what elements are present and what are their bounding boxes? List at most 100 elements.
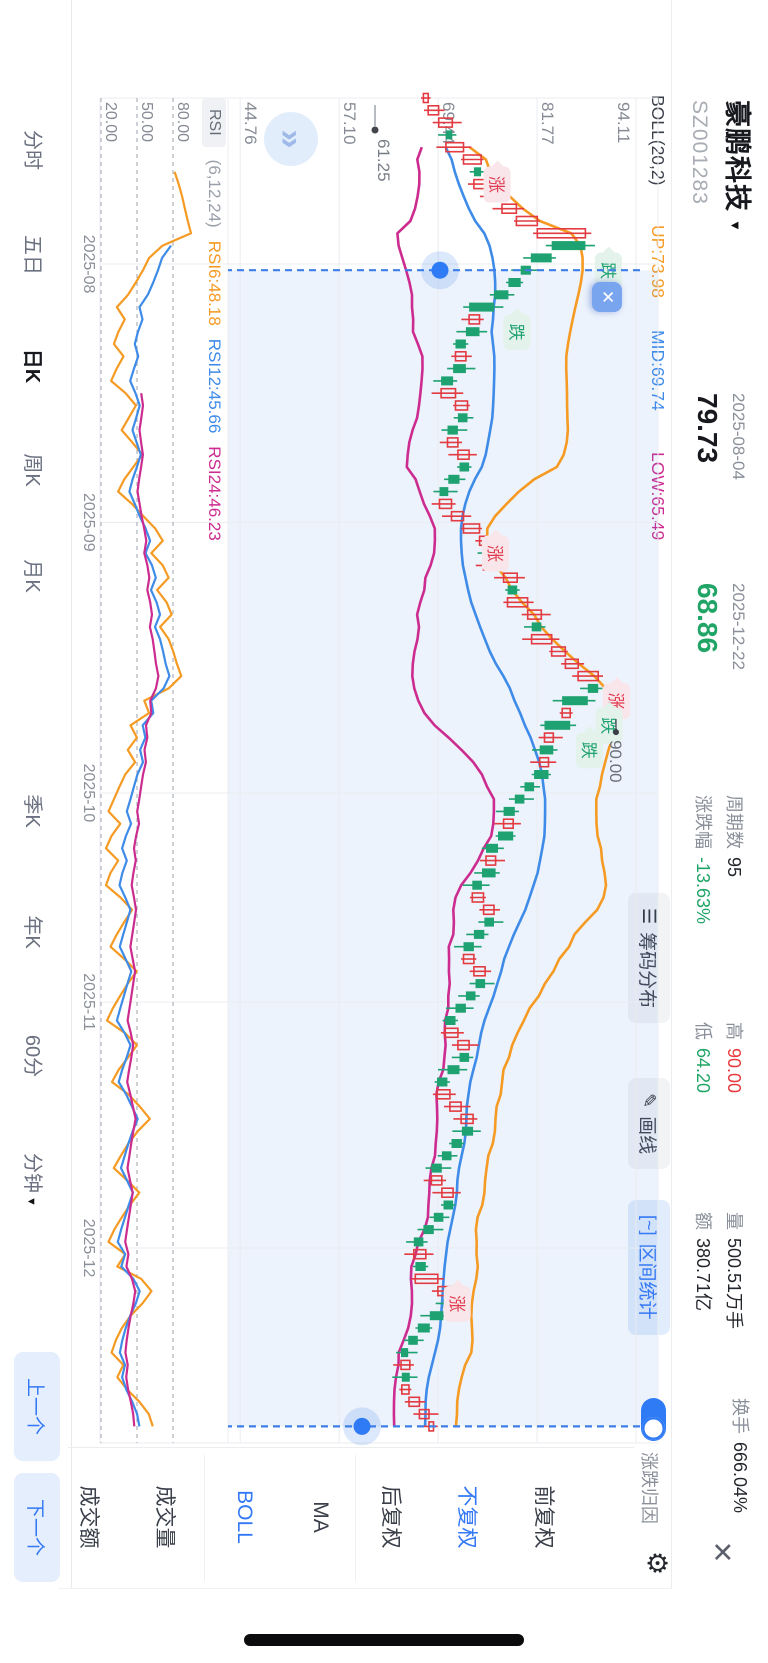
svg-text:90.00: 90.00 [606,740,625,783]
candle-up [414,1273,439,1285]
selection-region [228,270,658,1427]
side-item-ma[interactable]: MA [309,1501,332,1533]
selection-left-handle [421,251,459,290]
candle-down [497,831,514,841]
candle-up [454,350,467,362]
gear-icon[interactable]: ⚙ [642,1551,672,1576]
candle-up [526,609,543,620]
side-item-amount[interactable]: 成交额 [77,1485,100,1549]
rsi24-line [124,393,160,1427]
fast-forward-icon[interactable]: » [264,112,318,166]
home-indicator-bar[interactable] [244,1634,524,1646]
selection-close-button[interactable]: ✕ [592,282,622,312]
candle-down [441,376,454,386]
candle-down [417,1323,430,1333]
candle-down [423,1225,434,1235]
side-item-backward-adjusted[interactable]: 后复权 [379,1485,402,1549]
candle-up [422,92,430,104]
candle-up [502,572,518,584]
candle-down [461,1126,474,1136]
svg-text:跌: 跌 [598,717,617,734]
candle-up [564,658,579,670]
stat-date: 2025-08-04 [729,393,749,480]
candle-down [447,1065,460,1075]
y-axis-label: 81.77 [538,102,557,145]
fall-badge: 跌 [594,246,622,289]
prev-stock-button[interactable]: 上一个 [14,1352,60,1461]
candle-up [441,1187,454,1198]
close-icon[interactable]: ✕ [707,1540,738,1564]
candle-down [587,683,599,693]
candle-down [469,302,494,312]
sidebar-group-divider [204,1455,205,1581]
candle-up [401,1384,410,1395]
svg-text:跌: 跌 [506,324,525,341]
tab-intraday[interactable]: 分时 [21,130,43,170]
tab-minute[interactable]: 分钟▼ [21,1153,43,1207]
tab-sixty-min[interactable]: 60分 [21,1034,43,1078]
rsi-axis-label: 80.00 [174,102,191,142]
candle-down [465,991,476,1001]
candle-down [508,278,521,287]
candle-up [449,1101,462,1112]
candle-up [473,965,486,977]
candle-up [462,523,481,534]
stock-name-selector[interactable]: 豪鹏科技 ▼ [720,100,759,233]
candle-up [536,228,587,239]
tab-five-day[interactable]: 五日 [21,235,43,275]
tab-yearly-k[interactable]: 年K [21,915,43,949]
y-axis-label: 44.76 [241,102,260,145]
candle-down [445,130,453,140]
candle-up [538,756,550,768]
side-item-boll[interactable]: BOLL [233,1490,256,1544]
attribution-toggle-label: 涨跌归因 [639,1452,659,1524]
next-stock-button[interactable]: 下一个 [14,1473,60,1582]
candle-down [441,1151,452,1161]
chevron-down-icon: ▼ [25,1196,37,1207]
candle-down [493,290,509,300]
stat-date: 2025-12-22 [729,583,749,670]
stat-col-range-start: 2025-08-04 79.73 [672,393,768,480]
candle-up [438,498,453,510]
attribution-toggle[interactable] [641,1398,666,1441]
candle-down [413,1237,424,1247]
candle-down [514,794,525,804]
left-price-annotation: 61.25 [371,105,393,182]
side-item-volume[interactable]: 成交量 [153,1485,176,1549]
candle-up [457,449,470,461]
tab-monthly-k[interactable]: 月K [21,559,43,593]
boll-mid-line [423,146,547,1427]
candle-down [531,622,542,632]
candle-down [401,1348,409,1358]
x-axis-label: 2025-09 [80,493,97,552]
candle-up [430,1175,443,1186]
rsi-indicator-chip[interactable]: RSI [202,98,226,147]
candle-up [482,904,495,916]
candle-down [459,1052,470,1062]
candle-down [539,745,554,755]
candle-up [436,1089,451,1100]
svg-text:跌: 跌 [598,262,617,279]
candle-down [463,942,474,952]
rsi-axis-label: 50.00 [138,102,155,142]
candle-up [450,510,465,522]
fall-badge: 跌 [503,308,531,351]
candle-up [408,1396,421,1408]
candle-down [551,241,586,251]
candle-down [562,696,588,706]
stat-col-volume-amount: 量500.51万手 额380.71亿 [672,1212,768,1329]
candle-down [457,413,468,423]
candle-down [436,1077,448,1087]
side-item-forward-adjusted[interactable]: 前复权 [532,1485,555,1549]
stock-code: SZ001283 [688,100,711,205]
candle-down [415,1262,426,1271]
tab-quarterly-k[interactable]: 季K [21,794,43,828]
candle-down [451,1139,462,1148]
candle-up [471,892,485,903]
rsi-header: RSI (6,12,24) RSI6:48.18 RSI12:45.66 RSI… [202,98,226,541]
tab-weekly-k[interactable]: 周K [21,453,43,487]
price-chart-svg[interactable]: 2025-08 2025-09 2025-10 2025-11 2025-12 94.11… [76,0,672,1450]
tab-daily-k[interactable]: 日K [21,348,43,384]
side-item-no-adjust[interactable]: 不复权 [455,1485,478,1549]
